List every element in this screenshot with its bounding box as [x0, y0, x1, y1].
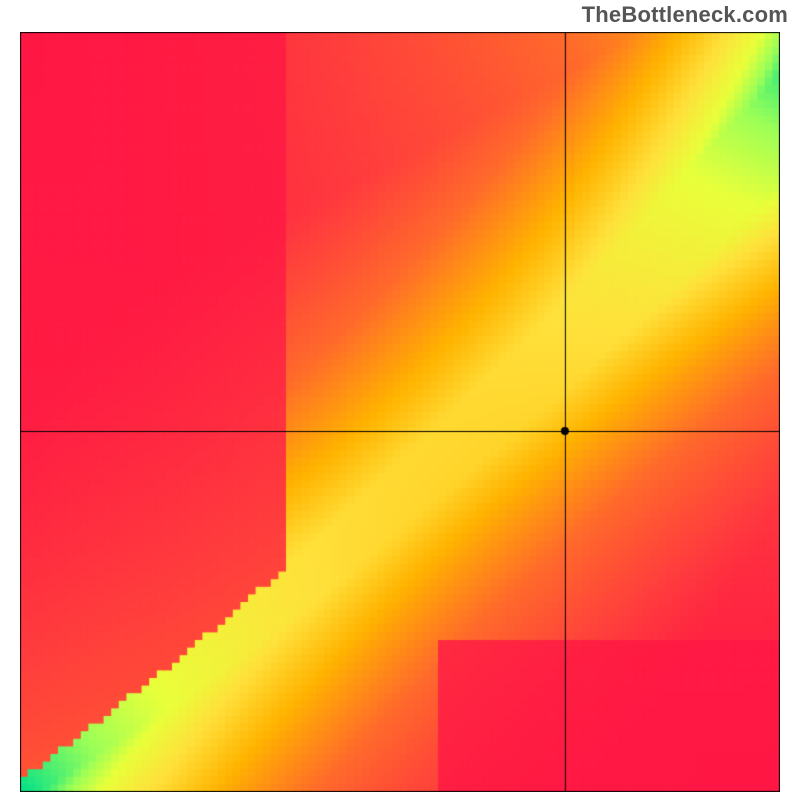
- chart-container: TheBottleneck.com: [0, 0, 800, 800]
- watermark-text: TheBottleneck.com: [582, 2, 788, 28]
- bottleneck-heatmap: [20, 32, 780, 792]
